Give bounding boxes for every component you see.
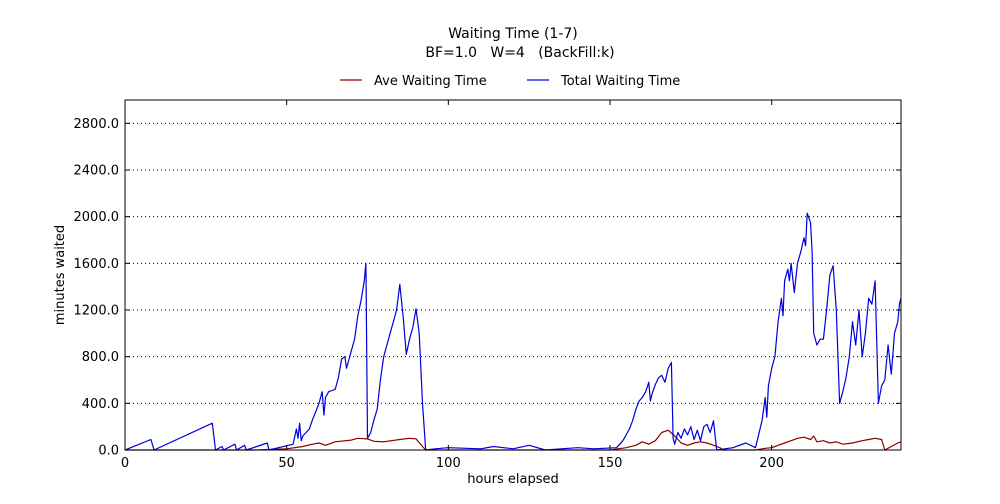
y-tick-label-6: 2400.0 (74, 164, 120, 179)
series-layer (124, 212, 902, 451)
y-tick-label-0: 0.0 (98, 444, 119, 459)
x-tick-label-1: 50 (278, 456, 295, 471)
series-line-ave-waiting-time (125, 429, 902, 451)
y-tick-label-2: 800.0 (82, 350, 119, 365)
y-tick-label-5: 2000.0 (74, 210, 120, 225)
x-axis-label: hours elapsed (467, 472, 559, 487)
legend-label-1: Total Waiting Time (560, 74, 680, 89)
y-tick-label-7: 2800.0 (74, 117, 120, 132)
chart-title: Waiting Time (1-7) (448, 26, 578, 42)
x-tick-label-4: 200 (759, 456, 784, 471)
y-axis-label: minutes waited (53, 225, 68, 325)
legend: Ave Waiting Time Total Waiting Time (340, 74, 680, 89)
x-axis: 0 50 100 150 200 (121, 100, 784, 471)
x-tick-label-3: 150 (598, 456, 623, 471)
y-tick-label-1: 400.0 (82, 397, 119, 412)
plot-frame (124, 99, 902, 451)
y-tick-label-3: 1200.0 (74, 304, 120, 319)
y-tick-label-4: 1600.0 (74, 257, 120, 272)
y-axis: 0.0 400.0 800.0 1200.0 1600.0 2000.0 2400.0 280… (74, 117, 901, 459)
x-tick-label-2: 100 (436, 456, 461, 471)
x-tick-label-0: 0 (121, 456, 129, 471)
grid-lines (125, 122, 901, 404)
series-line-total-waiting-time (124, 212, 902, 451)
legend-label-0: Ave Waiting Time (374, 74, 487, 89)
chart-subtitle: BF=1.0 W=4 (BackFill:k) (425, 45, 614, 61)
